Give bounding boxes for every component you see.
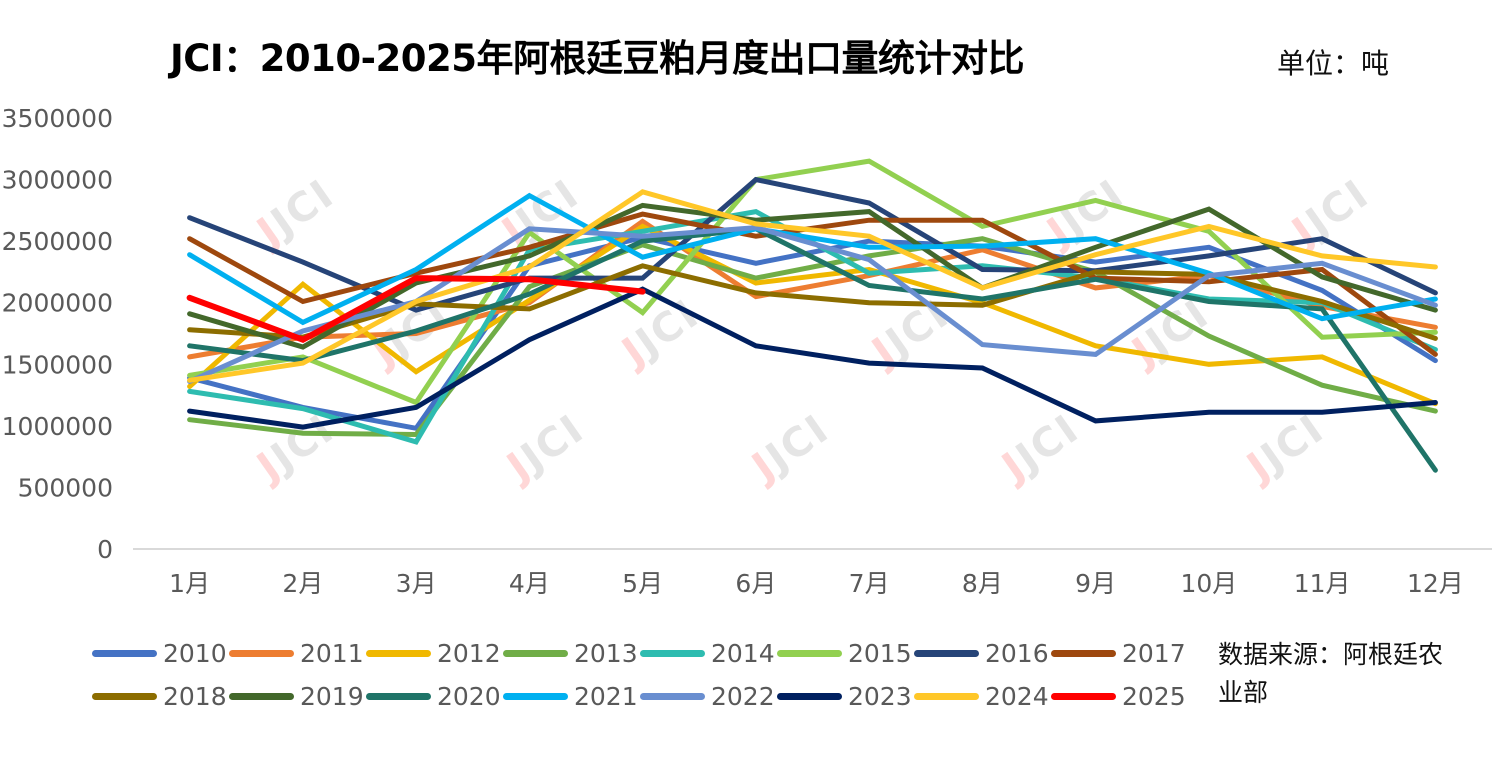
legend-swatch-icon [914,650,979,657]
x-tick-label: 3月 [396,569,437,598]
legend-label: 2019 [300,682,364,711]
series-line-2021 [187,192,1438,326]
legend-label: 2024 [985,682,1049,711]
series-line-2024 [187,189,1438,383]
legend-swatch-icon [92,693,157,700]
legend-item-2021: 2021 [503,682,640,711]
legend-row: 2010 2011 2012 2013 2014 2015 2016 2017 [92,632,1202,675]
y-tick-label: 0 [97,535,113,564]
legend-item-2025: 2025 [1051,682,1188,711]
source-note: 数据来源：阿根廷农业部 [1218,640,1444,707]
legend-item-2014: 2014 [640,639,777,668]
x-tick-label: 1月 [169,569,210,598]
y-tick-label: 1000000 [2,412,113,441]
legend-swatch-icon [366,693,431,700]
legend-item-2011: 2011 [229,639,366,668]
y-tick-label: 1500000 [2,350,113,379]
legend-swatch-icon [1051,693,1116,700]
legend-label: 2015 [848,639,912,668]
legend-swatch-icon [640,650,705,657]
legend-item-2023: 2023 [777,682,914,711]
legend-label: 2017 [1122,639,1186,668]
y-tick-label: 2500000 [2,227,113,256]
y-tick-label: 3000000 [2,166,113,195]
legend-label: 2011 [300,639,364,668]
legend-swatch-icon [229,693,294,700]
legend-swatch-icon [640,693,705,700]
x-tick-label: 2月 [282,569,323,598]
x-tick-label: 6月 [735,569,776,598]
legend-item-2016: 2016 [914,639,1051,668]
legend-item-2012: 2012 [366,639,503,668]
x-tick-label: 7月 [849,569,890,598]
y-axis: 0 500000 1000000 1500000 2000000 2500000 30000… [2,104,113,564]
y-tick-label: 2000000 [2,289,113,318]
line-chart: 0 500000 1000000 1500000 2000000 2500000 30000… [2,104,1492,598]
legend-swatch-icon [777,650,842,657]
legend-item-2019: 2019 [229,682,366,711]
legend-label: 2013 [574,639,638,668]
legend-item-2010: 2010 [92,639,229,668]
legend-label: 2016 [985,639,1049,668]
legend-swatch-icon [503,650,568,657]
legend-swatch-icon [366,650,431,657]
series-line-2020 [187,226,1438,473]
y-tick-label: 3500000 [2,104,113,133]
legend-label: 2018 [163,682,227,711]
x-tick-label: 8月 [962,569,1003,598]
series-line-2016 [187,176,1438,313]
series-line-2023 [187,286,1438,430]
legend-item-2024: 2024 [914,682,1051,711]
x-axis: 1月 2月 3月 4月 5月 6月 7月 8月 9月 10月 11月 12月 [133,548,1492,598]
legend-label: 2010 [163,639,227,668]
series-line-2019 [187,202,1438,350]
legend-swatch-icon [229,650,294,657]
chart-title: JCI：2010-2025年阿根廷豆粕月度出口量统计对比 [170,37,1025,80]
x-tick-label: 9月 [1075,569,1116,598]
unit-label: 单位：吨 [1277,47,1390,80]
legend-swatch-icon [1051,650,1116,657]
legend-swatch-icon [92,650,157,657]
x-tick-label: 5月 [622,569,663,598]
series-line-2015 [187,158,1438,406]
legend-label: 2025 [1122,682,1186,711]
legend-item-2017: 2017 [1051,639,1188,668]
legend-item-2018: 2018 [92,682,229,711]
legend-label: 2022 [711,682,775,711]
legend-swatch-icon [503,693,568,700]
legend-label: 2012 [437,639,501,668]
x-tick-label: 11月 [1294,569,1351,598]
y-tick-label: 500000 [18,473,113,502]
legend-item-2015: 2015 [777,639,914,668]
series-line-2022 [187,225,1438,384]
legend-row: 2018 2019 2020 2021 2022 2023 2024 2025 [92,675,1202,718]
legend-item-2022: 2022 [640,682,777,711]
legend-item-2013: 2013 [503,639,640,668]
legend-item-2020: 2020 [366,682,503,711]
x-tick-label: 10月 [1180,569,1237,598]
legend-swatch-icon [777,693,842,700]
legend-label: 2023 [848,682,912,711]
legend: 2010 2011 2012 2013 2014 2015 2016 2017 2018 2019… [92,632,1202,718]
legend-label: 2014 [711,639,775,668]
x-tick-label: 12月 [1407,569,1464,598]
legend-swatch-icon [914,693,979,700]
legend-label: 2021 [574,682,638,711]
x-tick-label: 4月 [509,569,550,598]
series-line-2012 [187,223,1438,407]
legend-label: 2020 [437,682,501,711]
series-lines [186,158,1438,473]
